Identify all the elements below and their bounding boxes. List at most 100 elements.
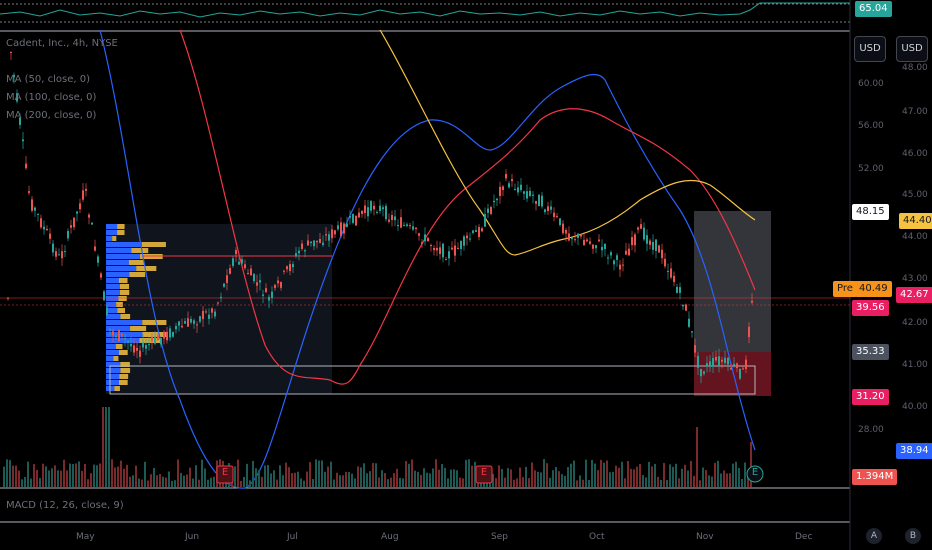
ma200-legend[interactable]: MA (200, close, 0) xyxy=(6,110,97,121)
candle-body xyxy=(193,320,195,324)
volume-bar xyxy=(750,442,752,487)
volume-bar xyxy=(435,459,437,487)
volume-bar xyxy=(48,470,50,487)
volume-bar xyxy=(177,459,179,487)
candle-body xyxy=(253,273,255,282)
candle-body xyxy=(445,259,447,261)
candle-body xyxy=(565,229,567,234)
axis-label: 40.00 xyxy=(902,402,928,412)
volume-profile-bar-down xyxy=(139,338,162,343)
volume-profile-bar-up xyxy=(106,326,131,331)
candle-body xyxy=(238,261,240,265)
candle-body xyxy=(718,356,720,367)
x-axis-label: Sep xyxy=(491,532,508,542)
volume-bar xyxy=(162,476,164,487)
volume-bar xyxy=(18,470,20,487)
earnings-marker-2[interactable] xyxy=(475,465,493,484)
projection-box-red xyxy=(694,352,771,396)
candle-body xyxy=(310,241,312,244)
earnings-e-label: E xyxy=(480,467,488,478)
volume-bar xyxy=(624,478,626,487)
candle-body xyxy=(460,241,462,250)
currency-button-left[interactable]: USD xyxy=(854,36,886,62)
premarket-label: Pre xyxy=(833,281,857,297)
volume-bar xyxy=(336,472,338,487)
volume-bar xyxy=(207,479,209,487)
volume-bar xyxy=(225,480,227,487)
candle-body xyxy=(139,350,141,357)
rsi-value-tag: 65.04 xyxy=(855,1,892,17)
axis-label: 43.00 xyxy=(902,274,928,284)
candle-body xyxy=(538,194,540,207)
volume-bar xyxy=(627,460,629,487)
volume-bar xyxy=(36,470,38,487)
axis-label: 52.00 xyxy=(858,164,884,174)
volume-bar xyxy=(528,478,530,487)
candle-body xyxy=(19,117,21,125)
volume-profile-bar-down xyxy=(120,314,131,319)
ma50-legend[interactable]: MA (50, close, 0) xyxy=(6,74,91,85)
ma100-legend[interactable]: MA (100, close, 0) xyxy=(6,92,97,103)
candle-body xyxy=(553,212,555,217)
volume-bar xyxy=(702,467,704,487)
volume-bar xyxy=(159,473,161,487)
volume-profile-bar-down xyxy=(117,308,125,313)
volume-bar xyxy=(654,463,656,487)
volume-bar xyxy=(705,470,707,487)
candle-body xyxy=(694,345,696,353)
candle-body xyxy=(448,251,450,259)
candle-body xyxy=(643,227,645,240)
auto-scale-button[interactable]: A xyxy=(866,528,882,544)
volume-bar xyxy=(369,471,371,487)
candle-body xyxy=(76,211,78,214)
candle-body xyxy=(43,226,45,230)
candle-body xyxy=(406,224,408,226)
candle-body xyxy=(502,186,504,191)
volume-profile-bar-down xyxy=(118,380,128,385)
candle-body xyxy=(160,338,162,345)
volume-bar xyxy=(618,467,620,487)
volume-bar xyxy=(585,459,587,487)
volume-profile-bar-down xyxy=(130,326,147,331)
volume-bar xyxy=(432,468,434,487)
candle-body xyxy=(634,234,636,246)
volume-bar xyxy=(699,480,701,487)
earnings-marker-3[interactable] xyxy=(746,465,764,483)
candle-body xyxy=(379,205,381,212)
candle-body xyxy=(589,241,591,244)
earnings-marker-1[interactable] xyxy=(216,465,234,484)
volume-bar xyxy=(732,463,734,487)
candle-body xyxy=(34,207,36,211)
volume-bar xyxy=(39,478,41,487)
candle-body xyxy=(178,321,180,326)
rsi-line xyxy=(0,2,850,18)
currency-button-right[interactable]: USD xyxy=(896,36,928,62)
volume-bar xyxy=(42,463,44,487)
volume-bar xyxy=(711,476,713,487)
candle-body xyxy=(562,223,564,234)
candle-body xyxy=(292,264,294,268)
candle-body xyxy=(442,243,444,258)
candle-body xyxy=(361,210,363,214)
candle-body xyxy=(136,347,138,351)
candle-body xyxy=(145,345,147,349)
volume-profile-bar-up xyxy=(106,242,142,247)
macd-legend[interactable]: MACD (12, 26, close, 9) xyxy=(6,500,124,511)
volume-bar xyxy=(729,473,731,487)
volume-profile-bar-up xyxy=(106,296,119,301)
volume-bar xyxy=(384,473,386,487)
volume-profile-bar-down xyxy=(119,374,129,379)
b-button[interactable]: B xyxy=(905,528,921,544)
candle-body xyxy=(283,270,285,272)
candle-body xyxy=(541,195,543,207)
candle-body xyxy=(667,270,669,272)
volume-bar xyxy=(546,463,548,487)
candle-body xyxy=(568,233,570,241)
volume-bar xyxy=(261,476,263,487)
volume-bar xyxy=(534,470,536,487)
volume-profile-bar-up xyxy=(106,380,119,385)
candle-body xyxy=(316,240,318,243)
candle-body xyxy=(733,363,735,366)
volume-bar xyxy=(276,479,278,487)
